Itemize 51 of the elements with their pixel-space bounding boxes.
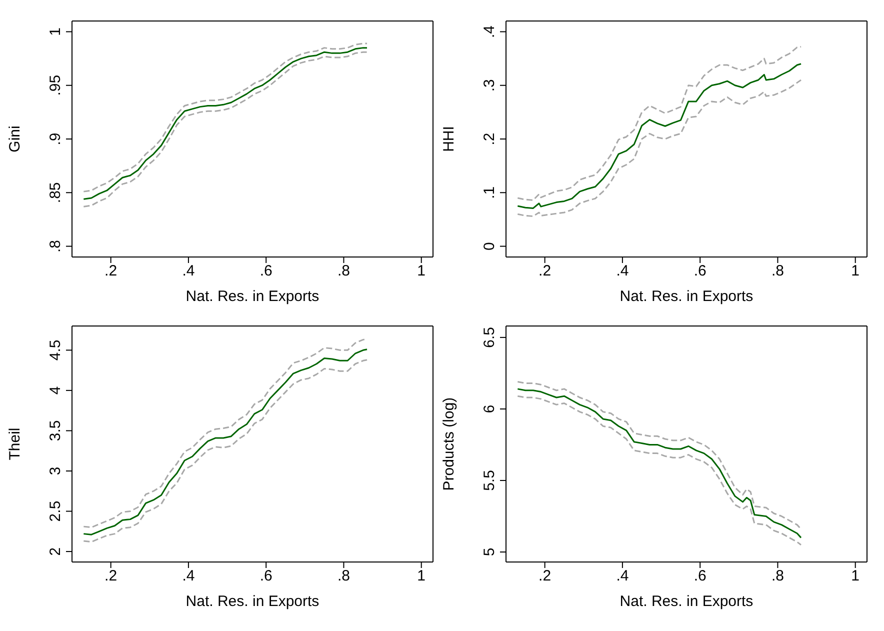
x-tick-label: .2 <box>104 262 118 280</box>
x-axis-title: Nat. Res. in Exports <box>620 288 754 305</box>
y-tick-label: .8 <box>47 240 64 253</box>
x-tick-label: .2 <box>538 568 552 585</box>
x-tick-label: .2 <box>104 568 118 585</box>
y-axis-title: Theil <box>6 428 24 460</box>
y-tick-label: .3 <box>481 79 498 92</box>
x-tick-label: .6 <box>260 568 272 585</box>
x-tick-label: 1 <box>851 568 860 585</box>
x-axis-title: Nat. Res. in Exports <box>186 288 320 305</box>
line-series <box>516 79 802 217</box>
x-tick-label: .4 <box>182 262 195 280</box>
y-tick-label: 2 <box>47 547 64 556</box>
x-tick-label: .6 <box>260 262 272 280</box>
y-axis-title: Gini <box>6 126 24 152</box>
x-tick-label: .8 <box>337 568 350 585</box>
line-series <box>516 63 802 209</box>
y-tick-label: .85 <box>47 182 64 204</box>
y-tick-label: 4 <box>47 386 64 395</box>
x-tick-label: 1 <box>417 568 426 585</box>
y-axis-title: HHI <box>440 126 458 152</box>
y-tick-label: .9 <box>47 132 64 146</box>
y-tick-label: 1 <box>47 28 64 36</box>
y-tick-label: 4.5 <box>47 340 64 361</box>
x-axis-title: Nat. Res. in Exports <box>186 593 320 610</box>
y-tick-label: 3 <box>47 466 64 476</box>
x-tick-label: .4 <box>616 262 629 280</box>
y-tick-label: .95 <box>47 74 64 96</box>
y-tick-label: 5.5 <box>481 470 498 491</box>
x-tick-label: .6 <box>694 568 706 585</box>
x-tick-label: .8 <box>771 262 784 280</box>
x-tick-label: .8 <box>771 568 784 585</box>
y-tick-label: 3.5 <box>47 420 64 442</box>
y-tick-label: .4 <box>481 25 498 38</box>
y-tick-label: 6 <box>481 404 498 414</box>
y-tick-label: .1 <box>481 186 498 199</box>
y-tick-label: 5 <box>481 548 498 556</box>
x-tick-label: .8 <box>337 262 350 280</box>
x-tick-label: 1 <box>851 262 860 280</box>
y-tick-label: .2 <box>481 132 498 146</box>
x-axis-title: Nat. Res. in Exports <box>620 593 754 610</box>
x-tick-label: .4 <box>182 568 195 585</box>
x-tick-label: .4 <box>616 568 629 585</box>
y-tick-label: 0 <box>481 242 498 250</box>
y-tick-label: 2.5 <box>47 500 64 522</box>
x-tick-label: .6 <box>694 262 706 280</box>
x-tick-label: .2 <box>538 262 552 280</box>
x-tick-label: 1 <box>417 262 426 280</box>
y-axis-title: Products (log) <box>440 397 458 491</box>
line-series <box>516 46 802 201</box>
y-tick-label: 6.5 <box>481 327 498 348</box>
